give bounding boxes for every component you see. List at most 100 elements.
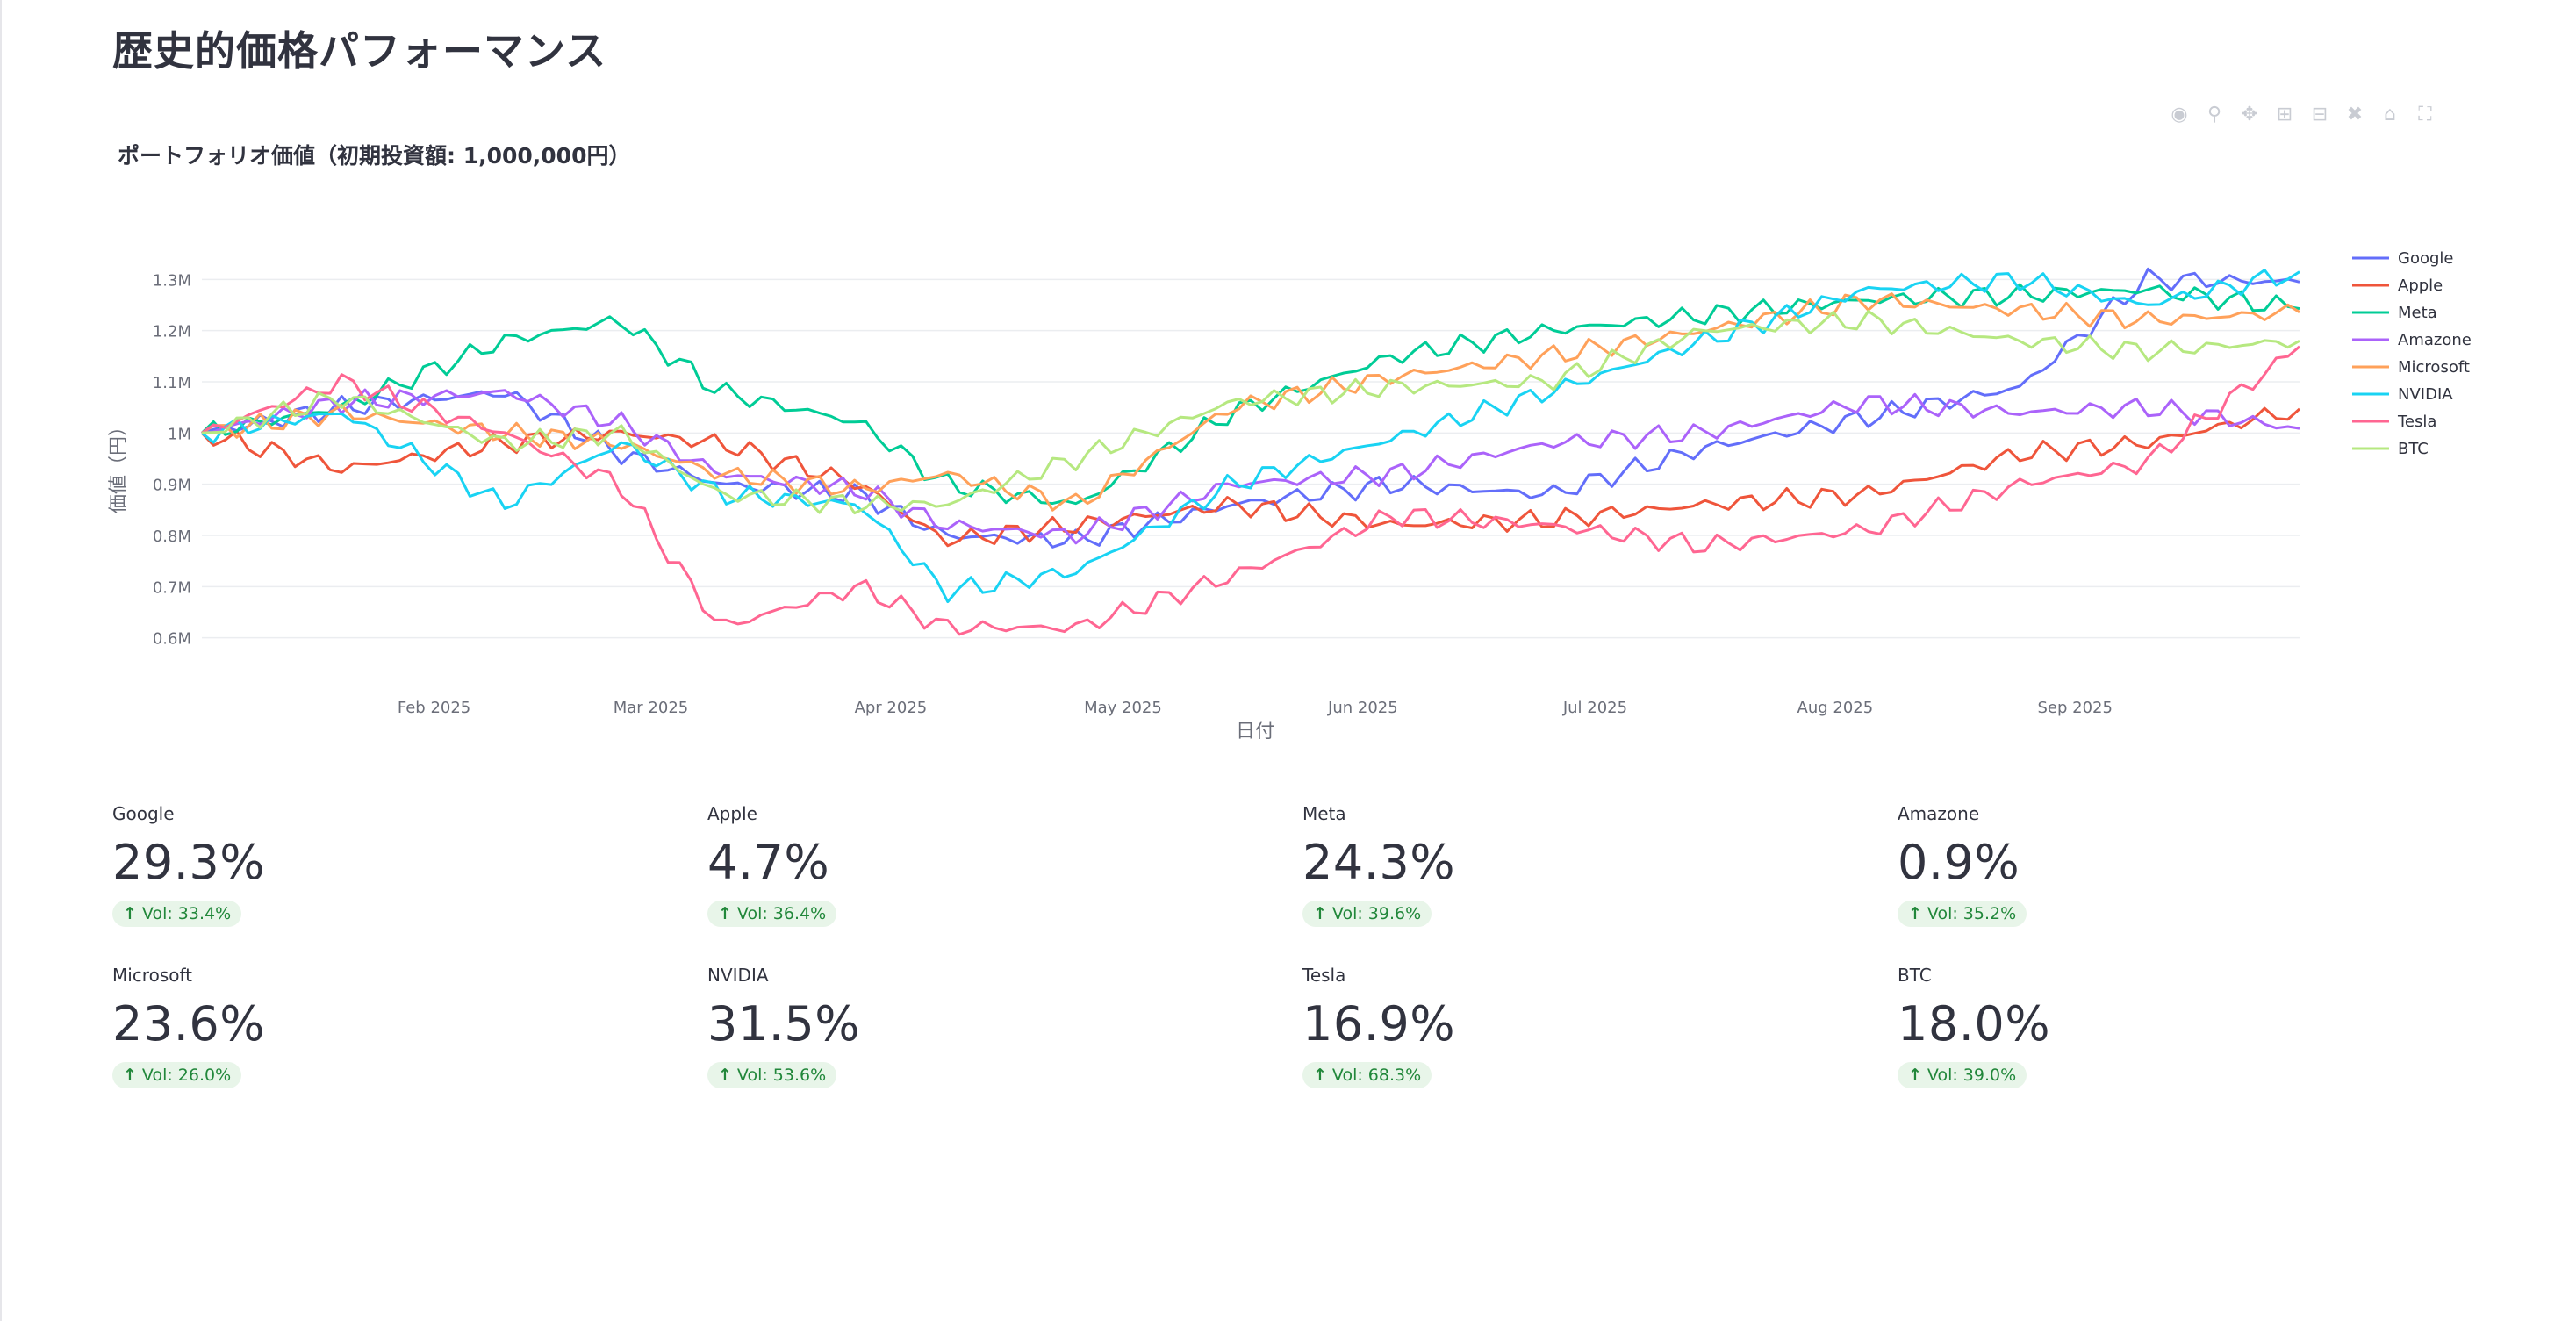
metric-delta: ↑ Vol: 26.0% xyxy=(112,1062,242,1088)
legend-item-nvidia[interactable]: NVIDIA xyxy=(2352,385,2453,404)
metric-label: BTC xyxy=(1898,965,1932,986)
arrow-up-icon: ↑ xyxy=(1313,1066,1327,1085)
metric-delta-text: Vol: 68.3% xyxy=(1331,1066,1422,1085)
metric-delta: ↑ Vol: 68.3% xyxy=(1302,1062,1432,1088)
legend-label: NVIDIA xyxy=(2398,385,2453,404)
series-line-amazone xyxy=(201,388,2300,545)
metric-label: Apple xyxy=(707,803,757,824)
legend-label: Microsoft xyxy=(2398,358,2470,377)
metric-value: 18.0% xyxy=(1898,996,2051,1052)
metric-delta-text: Vol: 39.6% xyxy=(1331,904,1422,923)
camera-icon[interactable]: ◉ xyxy=(2171,104,2188,126)
y-tick-label: 1.3M xyxy=(153,271,191,290)
autoscale-icon[interactable]: ✖ xyxy=(2346,104,2364,126)
arrow-up-icon: ↑ xyxy=(123,904,137,923)
y-tick-label: 0.6M xyxy=(153,630,191,649)
legend-item-amazone[interactable]: Amazone xyxy=(2352,331,2472,349)
y-tick-label: 1M xyxy=(168,425,191,443)
metric-nvidia: NVIDIA 31.5% ↑ Vol: 53.6% xyxy=(707,965,1234,1088)
x-tick-label: Jun 2025 xyxy=(1327,699,1398,717)
legend-label: Amazone xyxy=(2398,331,2472,349)
legend-label: Apple xyxy=(2398,276,2443,295)
x-axis-label: 日付 xyxy=(1236,721,1274,743)
y-tick-label: 0.8M xyxy=(153,528,191,546)
page-title: 歴史的価格パフォーマンス xyxy=(112,27,607,75)
series-line-microsoft xyxy=(201,292,2300,512)
zoom-icon[interactable]: ⚲ xyxy=(2206,104,2222,126)
chart-legend[interactable]: Google Apple Meta Amazone Microsoft NVIDIA Tes… xyxy=(2352,249,2472,458)
metric-value: 23.6% xyxy=(112,996,266,1052)
x-tick-label: Jul 2025 xyxy=(1562,699,1627,717)
metric-meta: Meta 24.3% ↑ Vol: 39.6% xyxy=(1302,803,1829,927)
sidebar-divider xyxy=(0,0,2,1321)
metric-delta-text: Vol: 33.4% xyxy=(141,904,232,923)
metric-delta: ↑ Vol: 36.4% xyxy=(707,901,837,927)
zoom-out-icon[interactable]: ⊟ xyxy=(2311,104,2328,126)
metric-delta-text: Vol: 26.0% xyxy=(141,1066,232,1085)
metric-delta-text: Vol: 35.2% xyxy=(1927,904,2017,923)
legend-item-apple[interactable]: Apple xyxy=(2352,276,2443,295)
legend-label: Google xyxy=(2398,249,2453,268)
legend-label: BTC xyxy=(2398,440,2429,458)
fullscreen-icon[interactable]: ⛶ xyxy=(2418,104,2432,126)
series-line-apple xyxy=(200,406,2300,548)
home-icon[interactable]: ⌂ xyxy=(2384,104,2396,126)
metric-value: 24.3% xyxy=(1302,835,1456,890)
metric-delta: ↑ Vol: 39.6% xyxy=(1302,901,1432,927)
metric-google: Google 29.3% ↑ Vol: 33.4% xyxy=(112,803,639,927)
metric-value: 29.3% xyxy=(112,835,266,890)
series-line-tesla xyxy=(201,345,2300,636)
x-tick-label: May 2025 xyxy=(1084,699,1162,717)
series-line-nvidia xyxy=(201,269,2300,604)
legend-item-btc[interactable]: BTC xyxy=(2352,440,2429,458)
metric-apple: Apple 4.7% ↑ Vol: 36.4% xyxy=(707,803,1234,927)
arrow-up-icon: ↑ xyxy=(1908,904,1922,923)
metric-delta-text: Vol: 53.6% xyxy=(736,1066,827,1085)
metric-label: Google xyxy=(112,803,175,824)
series-line-btc xyxy=(201,310,2300,515)
x-tick-label: Sep 2025 xyxy=(2038,699,2113,717)
pan-icon[interactable]: ✥ xyxy=(2241,104,2258,126)
x-tick-label: Aug 2025 xyxy=(1797,699,1874,717)
metric-label: Amazone xyxy=(1898,803,1980,824)
x-axis-ticks: Feb 2025 Mar 2025 Apr 2025 May 2025 Jun 2025… xyxy=(398,699,2113,717)
metric-delta: ↑ Vol: 33.4% xyxy=(112,901,242,927)
metric-amazone: Amazone 0.9% ↑ Vol: 35.2% xyxy=(1898,803,2424,927)
metric-delta-text: Vol: 36.4% xyxy=(736,904,827,923)
chart-gridlines xyxy=(202,278,2300,639)
legend-item-tesla[interactable]: Tesla xyxy=(2352,413,2436,431)
metric-delta: ↑ Vol: 53.6% xyxy=(707,1062,837,1088)
legend-item-microsoft[interactable]: Microsoft xyxy=(2352,358,2470,377)
metric-value: 4.7% xyxy=(707,835,830,890)
y-tick-label: 1.1M xyxy=(153,374,191,392)
legend-item-google[interactable]: Google xyxy=(2352,249,2453,268)
chart-series xyxy=(200,267,2300,636)
metric-tesla: Tesla 16.9% ↑ Vol: 68.3% xyxy=(1302,965,1829,1088)
metric-delta: ↑ Vol: 39.0% xyxy=(1898,1062,2027,1088)
metric-delta: ↑ Vol: 35.2% xyxy=(1898,901,2027,927)
y-tick-label: 1.2M xyxy=(153,323,191,341)
y-axis-ticks: 0.6M 0.7M 0.8M 0.9M 1M 1.1M 1.2M 1.3M xyxy=(153,271,191,648)
portfolio-chart-svg: ポートフォリオ価値（初期投資額: 1,000,000円） 0.6M 0.7M 0.8… xyxy=(108,143,2472,743)
metric-label: NVIDIA xyxy=(707,965,769,986)
metric-label: Tesla xyxy=(1302,965,1346,986)
x-tick-label: Mar 2025 xyxy=(614,699,689,717)
zoom-in-icon[interactable]: ⊞ xyxy=(2276,104,2293,126)
series-line-meta xyxy=(200,283,2300,506)
chart-title: ポートフォリオ価値（初期投資額: 1,000,000円） xyxy=(118,143,630,169)
chart-modebar: ◉ ⚲ ✥ ⊞ ⊟ ✖ ⌂ ⛶ xyxy=(2168,104,2436,126)
arrow-up-icon: ↑ xyxy=(718,1066,732,1085)
x-tick-label: Apr 2025 xyxy=(855,699,928,717)
metric-label: Meta xyxy=(1302,803,1346,824)
x-tick-label: Feb 2025 xyxy=(398,699,470,717)
arrow-up-icon: ↑ xyxy=(123,1066,137,1085)
y-tick-label: 0.9M xyxy=(153,477,191,495)
portfolio-chart[interactable]: ポートフォリオ価値（初期投資額: 1,000,000円） 0.6M 0.7M 0.8… xyxy=(105,97,2493,764)
arrow-up-icon: ↑ xyxy=(718,904,732,923)
metric-value: 16.9% xyxy=(1302,996,1456,1052)
metric-btc: BTC 18.0% ↑ Vol: 39.0% xyxy=(1898,965,2424,1088)
metric-microsoft: Microsoft 23.6% ↑ Vol: 26.0% xyxy=(112,965,639,1088)
arrow-up-icon: ↑ xyxy=(1313,904,1327,923)
legend-item-meta[interactable]: Meta xyxy=(2352,304,2437,322)
y-tick-label: 0.7M xyxy=(153,578,191,597)
